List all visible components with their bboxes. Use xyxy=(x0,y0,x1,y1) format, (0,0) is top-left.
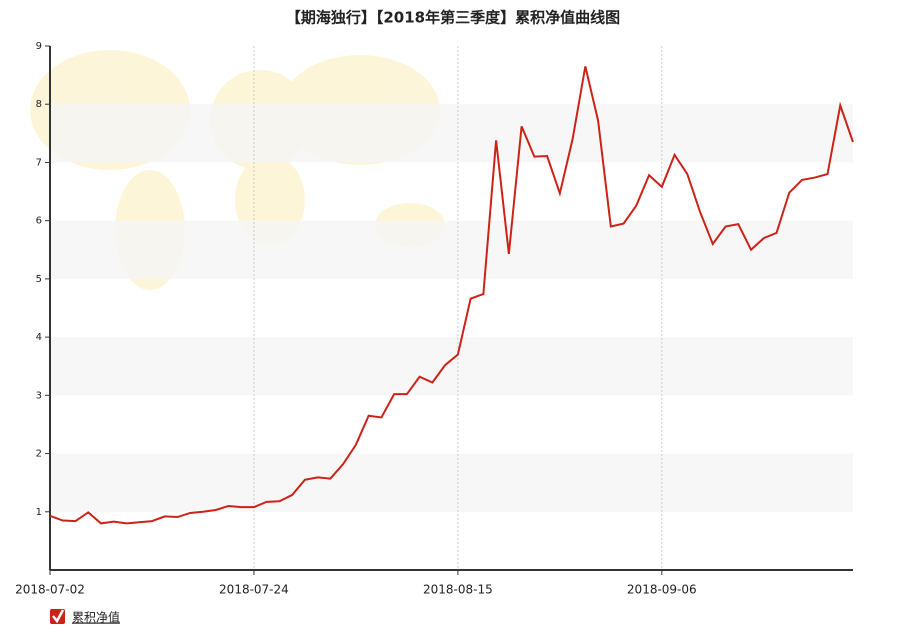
y-tick-label: 3 xyxy=(36,390,42,401)
grid-band xyxy=(50,104,853,163)
y-tick-label: 4 xyxy=(36,332,42,343)
y-tick-label: 9 xyxy=(36,41,42,52)
x-tick-label: 2018-07-02 xyxy=(15,583,85,597)
legend-label[interactable]: 累积净值 xyxy=(72,610,120,625)
y-tick-label: 6 xyxy=(36,216,42,227)
x-tick-label: 2018-09-06 xyxy=(627,583,697,597)
grid-band xyxy=(50,337,853,396)
y-tick-label: 7 xyxy=(36,157,42,168)
x-tick-label: 2018-07-24 xyxy=(219,583,289,597)
y-tick-label: 1 xyxy=(36,507,42,518)
y-tick-label: 8 xyxy=(36,99,42,110)
chart-title: 【期海独行】【2018年第三季度】累积净值曲线图 xyxy=(286,9,620,27)
y-tick-label: 5 xyxy=(36,274,42,285)
legend-check xyxy=(52,609,65,624)
grid-band xyxy=(50,220,853,279)
x-tick-label: 2018-08-15 xyxy=(423,583,493,597)
grid-band xyxy=(50,453,853,512)
y-tick-label: 2 xyxy=(36,449,42,460)
series-line xyxy=(49,66,854,525)
